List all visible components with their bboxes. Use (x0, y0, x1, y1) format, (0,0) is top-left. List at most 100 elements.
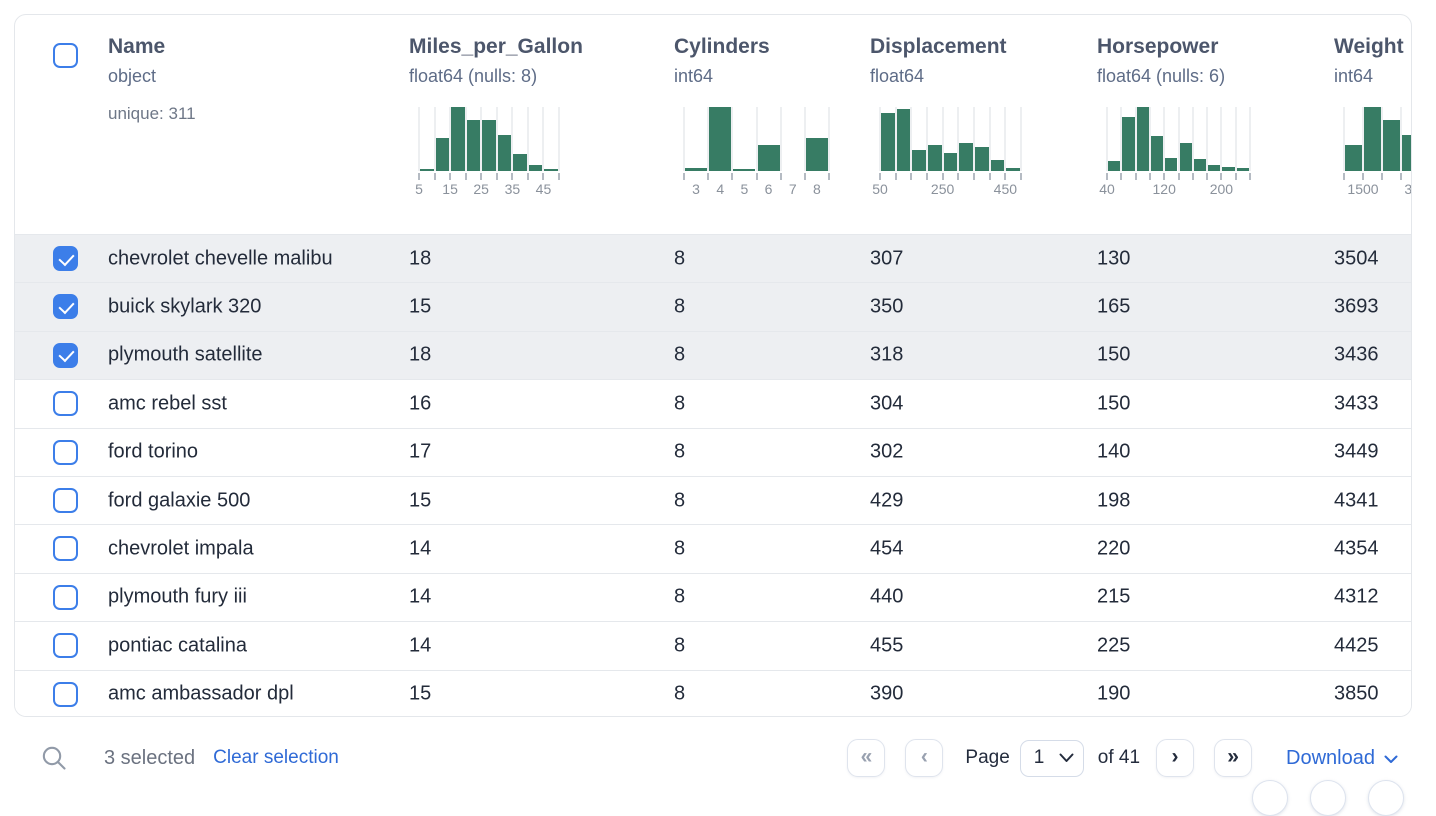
column-header-displacement[interactable]: Displacement float64 (870, 34, 1007, 87)
select-all-checkbox[interactable] (53, 43, 78, 68)
table-row: plymouth satellite 18 8 318 150 3436 (15, 330, 1411, 380)
histogram-tick (1400, 173, 1402, 180)
column-header-weight[interactable]: Weight int64 (1334, 34, 1404, 87)
row-checkbox[interactable] (53, 342, 78, 368)
cell-cylinders: 8 (674, 634, 686, 657)
cell-name: amc ambassador dpl (108, 682, 294, 705)
histogram-tick (1343, 173, 1345, 180)
column-header-miles-per-gallon[interactable]: Miles_per_Gallon float64 (nulls: 8) (409, 34, 583, 87)
histogram-tick (480, 173, 483, 180)
histogram-ticks (879, 171, 1022, 180)
histogram-tick (464, 173, 467, 180)
row-checkbox[interactable] (53, 246, 78, 271)
column-header-cylinders[interactable]: Cylinders int64 (674, 34, 770, 87)
histogram-tick (707, 173, 710, 180)
cell-weight: 3693 (1334, 295, 1379, 318)
prev-page-button[interactable]: ‹ (905, 739, 944, 777)
first-page-button[interactable]: « (847, 739, 886, 777)
download-button[interactable]: Download (1286, 747, 1398, 770)
histogram-bar (1208, 164, 1221, 171)
column-title: Weight (1334, 35, 1404, 58)
cell-horsepower: 150 (1097, 392, 1131, 415)
hidden-action-button[interactable] (1252, 780, 1288, 816)
histogram-bar (805, 137, 828, 171)
histogram-tick (957, 173, 960, 180)
histogram-tick (433, 173, 436, 180)
hidden-action-button[interactable] (1310, 780, 1346, 816)
cell-name: plymouth satellite (108, 343, 263, 366)
row-checkbox[interactable] (53, 633, 78, 659)
data-table-card: Name object unique: 311 Miles_per_Gallon flo… (14, 14, 1412, 717)
row-checkbox[interactable] (53, 681, 78, 707)
cell-miles-per-gallon: 15 (409, 295, 432, 318)
histogram-gridline (972, 107, 975, 171)
table-row: chevrolet chevelle malibu 18 8 307 130 3504 (15, 234, 1411, 283)
histogram-gridline (910, 107, 913, 171)
next-page-button[interactable]: › (1156, 739, 1195, 777)
hidden-action-button[interactable] (1368, 780, 1404, 816)
histogram-gridline (542, 107, 545, 171)
row-checkbox[interactable] (53, 439, 78, 465)
displacement-histogram[interactable]: 50 250 450 (872, 107, 1022, 197)
column-header-name[interactable]: Name object (108, 34, 165, 87)
histogram-tick (731, 173, 734, 180)
histogram-tick (1020, 173, 1022, 180)
table-row: chevrolet impala 14 8 454 220 4354 (15, 524, 1411, 573)
row-checkbox[interactable] (53, 294, 78, 320)
histogram-gridline (755, 107, 758, 171)
histogram-bar (881, 113, 895, 171)
horsepower-histogram[interactable]: 40 120 200 (1099, 107, 1251, 197)
histogram-tick (803, 173, 806, 180)
page-label: Page (965, 747, 1010, 768)
cell-displacement: 302 (870, 440, 904, 463)
row-checkbox[interactable] (53, 536, 78, 562)
row-checkbox[interactable] (53, 391, 78, 417)
column-header-horsepower[interactable]: Horsepower float64 (nulls: 6) (1097, 34, 1225, 87)
cell-horsepower: 150 (1097, 343, 1131, 366)
histogram-bar (1193, 158, 1207, 171)
cell-cylinders: 8 (674, 537, 686, 560)
histogram-gridline (1249, 107, 1251, 171)
cell-cylinders: 8 (674, 682, 686, 705)
histogram-plot (683, 107, 830, 171)
histogram-tick (925, 173, 928, 180)
histogram-tick (418, 173, 420, 180)
total-pages-label: of 41 (1097, 747, 1141, 768)
histogram-bar (466, 119, 481, 171)
histogram-tick-label: 120 (1152, 181, 1176, 197)
histogram-tick-label: 5 (740, 181, 749, 197)
column-dtype: int64 (674, 66, 714, 86)
histogram-bar (1136, 107, 1149, 171)
download-label: Download (1286, 746, 1375, 769)
clear-selection-link[interactable]: Clear selection (213, 747, 339, 768)
row-checkbox[interactable] (53, 487, 78, 513)
histogram-bar (912, 149, 926, 171)
histogram-tick-label: 250 (930, 181, 955, 197)
histogram-tick-label: 200 (1209, 181, 1234, 197)
cell-miles-per-gallon: 14 (409, 634, 432, 657)
histogram-tick-label: 7 (788, 181, 797, 197)
row-checkbox[interactable] (53, 584, 78, 610)
histogram-gridline (1400, 107, 1402, 171)
cell-miles-per-gallon: 14 (409, 537, 432, 560)
cell-miles-per-gallon: 15 (409, 682, 432, 705)
miles-per-gallon-histogram[interactable]: 5 15 25 35 45 (415, 107, 560, 197)
page-select[interactable]: 1 (1019, 739, 1084, 777)
histogram-gridline (1381, 107, 1383, 171)
histogram-gridline (803, 107, 806, 171)
cell-cylinders: 8 (674, 247, 686, 270)
histogram-gridline (1106, 107, 1108, 171)
histogram-gridline (1206, 107, 1209, 171)
search-icon[interactable] (40, 744, 68, 772)
histogram-bar (1236, 167, 1249, 171)
weight-histogram[interactable]: 1500 3500 (1343, 107, 1411, 197)
histogram-tick-label: 5 (415, 181, 423, 197)
histogram-gridline (464, 107, 467, 171)
histogram-bar (1165, 158, 1178, 171)
last-page-button[interactable]: » (1214, 739, 1253, 777)
cell-cylinders: 8 (674, 343, 686, 366)
cell-name: pontiac catalina (108, 634, 247, 657)
column-unique-count: unique: 311 (108, 104, 196, 123)
histogram-bar (757, 145, 780, 171)
